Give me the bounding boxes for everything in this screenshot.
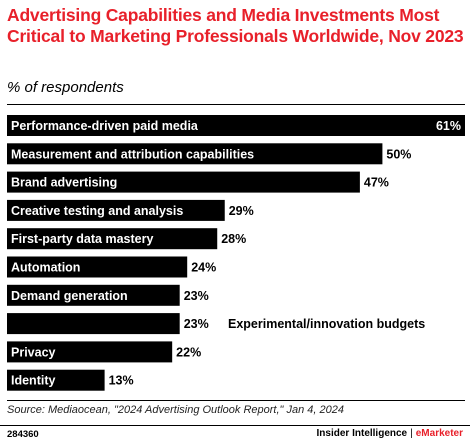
value-label: 50% (386, 147, 411, 161)
value-label: 29% (229, 204, 254, 218)
bar (7, 369, 105, 391)
bar (7, 256, 188, 278)
bar (7, 143, 383, 165)
category-label: Brand advertising (11, 176, 117, 190)
value-label: 13% (109, 374, 134, 388)
category-label: Automation (11, 261, 80, 275)
category-label: Identity (11, 374, 55, 388)
bar (7, 313, 180, 335)
header-divider (7, 104, 465, 105)
category-label: Performance-driven paid media (11, 119, 199, 133)
brand-credit: Insider Intelligence | eMarketer (317, 428, 463, 439)
category-label: Privacy (11, 345, 56, 359)
bar (7, 341, 173, 363)
source-note: Source: Mediaocean, "2024 Advertising Ou… (7, 404, 344, 416)
chart-subtitle: % of respondents (7, 79, 124, 96)
bar (7, 228, 218, 250)
brand-emarketer: eMarketer (415, 428, 463, 439)
value-label: 61% (436, 119, 461, 133)
bar (7, 115, 465, 136)
category-label: Creative testing and analysis (11, 204, 183, 218)
source-divider (7, 400, 465, 401)
value-label: 22% (176, 345, 201, 359)
bar (7, 284, 180, 306)
value-label: 47% (364, 176, 389, 190)
chart-id: 284360 (7, 429, 39, 440)
category-label: First-party data mastery (11, 232, 153, 246)
category-label: Measurement and attribution capabilities (11, 147, 254, 161)
bar-chart: Performance-driven paid media 61% Measurem… (7, 115, 465, 391)
value-label: 23% (184, 317, 209, 331)
footer-divider (0, 425, 470, 426)
value-label: 23% (184, 289, 209, 303)
value-label: 28% (221, 232, 246, 246)
category-label: Demand generation (11, 289, 128, 303)
bar (7, 171, 360, 193)
chart-title: Advertising Capabilities and Media Inves… (7, 5, 464, 46)
brand-separator: | (410, 428, 413, 439)
value-label: 24% (191, 261, 216, 275)
bar (7, 199, 225, 221)
brand-insider-intelligence: Insider Intelligence (316, 428, 408, 439)
category-label-external: Experimental/innovation budgets (228, 317, 425, 331)
